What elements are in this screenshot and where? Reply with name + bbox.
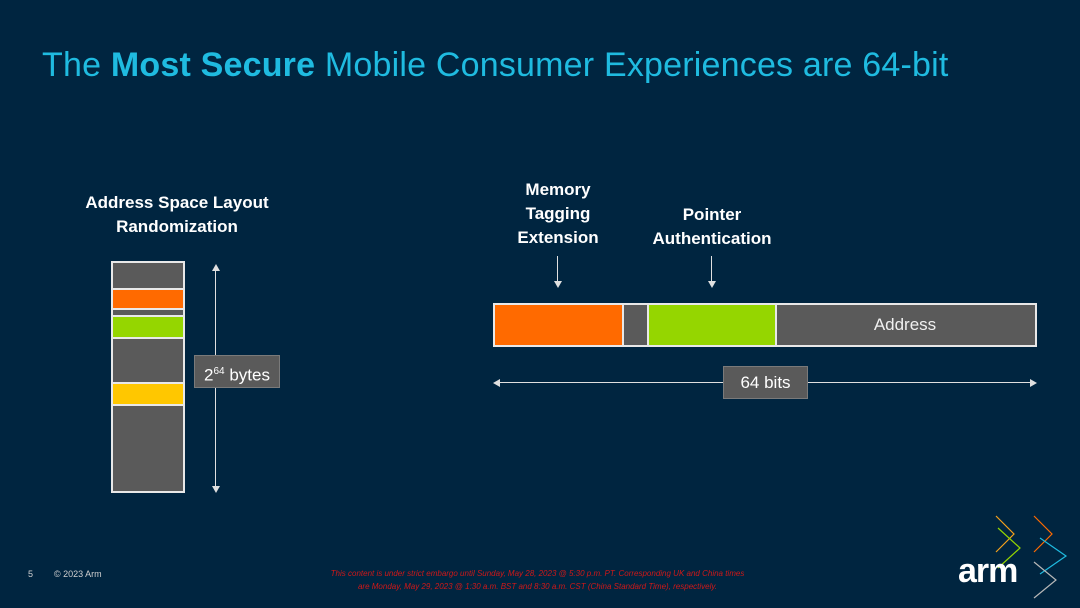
region-orange (113, 290, 183, 308)
chevron-blue (1039, 537, 1068, 575)
region-green (113, 317, 183, 337)
arrow-down-icon (554, 281, 562, 288)
embargo-line-1: This content is under strict embargo unt… (330, 569, 745, 578)
address-space-column (111, 261, 185, 493)
region-yellow (113, 384, 183, 404)
pac-arrow-line (711, 256, 712, 281)
size-arrow-line-bottom (215, 388, 216, 486)
chevron-red (1033, 515, 1053, 553)
mte-field (495, 305, 622, 345)
title-prefix: The (42, 46, 111, 84)
region-divider (113, 337, 183, 339)
width-arrow-line-right (808, 382, 1030, 383)
title-bold: Most Secure (110, 46, 316, 84)
arrow-down-icon (212, 486, 220, 493)
field-divider (647, 305, 649, 345)
chevron-green (997, 527, 1021, 569)
title-suffix: Mobile Consumer Experiences are 64-bit (315, 46, 949, 84)
size-arrow-line-top (215, 270, 216, 356)
pointer-width-label: 64 bits (723, 366, 808, 399)
mte-arrow-line (557, 256, 558, 281)
mte-label: Memory Tagging Extension (517, 180, 599, 247)
region-divider (113, 288, 183, 290)
region-divider (113, 382, 183, 384)
region-divider (113, 315, 183, 317)
embargo-line-2: are Monday, May 29, 2023 @ 1:30 a.m. BST… (357, 582, 718, 591)
aslr-label: Address Space Layout Randomization (85, 193, 269, 236)
field-divider (622, 305, 624, 345)
slide-title: The Most Secure Mobile Consumer Experien… (42, 46, 949, 85)
page-number: 5 (28, 569, 34, 579)
address-field-label: Address (873, 315, 937, 334)
region-divider (113, 404, 183, 406)
address-space-size-label: 264 bytes (194, 355, 280, 388)
pointer-layout-bar: Address (493, 303, 1037, 347)
chevron-gray (1033, 561, 1057, 599)
copyright: © 2023 Arm (54, 569, 102, 579)
region-divider (113, 308, 183, 310)
field-divider (775, 305, 777, 345)
arrow-down-icon (708, 281, 716, 288)
width-arrow-line-left (499, 382, 723, 383)
arm-chevron-graphic-icon (995, 515, 1068, 599)
arrow-left-icon (493, 379, 500, 387)
pac-field (649, 305, 775, 345)
arrow-right-icon (1030, 379, 1037, 387)
pac-label: Pointer Authentication (652, 205, 772, 248)
arrow-up-icon (212, 264, 220, 271)
chevron-orange (995, 515, 1015, 553)
arm-logo: arm (958, 552, 1018, 590)
embargo-notice: This content is under strict embargo unt… (250, 567, 825, 593)
